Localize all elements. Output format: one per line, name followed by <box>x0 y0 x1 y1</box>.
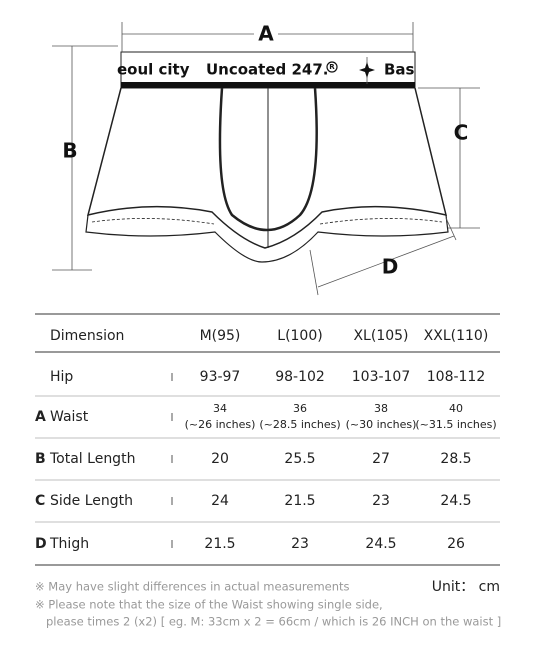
cell: 93-97 <box>200 369 241 385</box>
waistband-mark: R <box>329 63 335 71</box>
row-name: Thigh <box>49 536 89 552</box>
cell-sub: (~30 inches) <box>346 418 417 431</box>
cell: 34 <box>213 402 227 415</box>
cell: 26 <box>447 536 465 552</box>
row-name: Hip <box>50 369 73 385</box>
cell-sub: (~26 inches) <box>185 418 256 431</box>
cell: 103-107 <box>352 369 411 385</box>
cell: 38 <box>374 402 388 415</box>
label-a: A <box>258 22 274 46</box>
cell: 27 <box>372 451 390 467</box>
cell-sub: (~31.5 inches) <box>415 418 496 431</box>
cell: 28.5 <box>440 451 471 467</box>
note: ※ May have slight differences in actual … <box>35 580 350 594</box>
note: ※ Please note that the size of the Waist… <box>35 598 383 612</box>
cell: 21.5 <box>204 536 235 552</box>
cell: 20 <box>211 451 229 467</box>
label-c: C <box>454 121 469 145</box>
cell: 108-112 <box>427 369 486 385</box>
table: Dimension M(95) L(100) XL(105) XXL(110) Hip 93… <box>35 328 500 566</box>
waistband-text: Bas <box>384 61 415 79</box>
row-name: Waist <box>50 409 89 425</box>
garment-drawing <box>85 51 449 263</box>
row-letter: D <box>35 536 47 552</box>
header-cell: Dimension <box>50 328 124 344</box>
waistband-text: Uncoated 247. <box>206 61 329 79</box>
cell: 23 <box>291 536 309 552</box>
header-cell: XL(105) <box>353 328 408 344</box>
row-letter: B <box>35 451 46 467</box>
note: please times 2 (x2) [ eg. M: 33cm x 2 = … <box>46 615 501 629</box>
cell: 25.5 <box>284 451 315 467</box>
cell: 24 <box>211 493 229 509</box>
row-name: Total Length <box>49 451 135 467</box>
row-letter: C <box>35 493 45 509</box>
label-b: B <box>62 139 77 163</box>
cell: 23 <box>372 493 390 509</box>
cell: 21.5 <box>284 493 315 509</box>
labels: A B C D <box>62 22 468 279</box>
unit: Unit： cm <box>432 579 500 595</box>
row-name: Side Length <box>50 493 133 509</box>
header-cell: XXL(110) <box>424 328 489 344</box>
cell: 24.5 <box>365 536 396 552</box>
row-letter: A <box>35 409 46 425</box>
waistband-text: eoul city Uncoated 247. R Bas <box>117 61 415 79</box>
label-d: D <box>382 255 399 279</box>
dimension-lines <box>52 22 480 296</box>
cell: 40 <box>449 402 463 415</box>
waistband-text: eoul city <box>117 61 190 79</box>
header-cell: L(100) <box>277 328 322 344</box>
cell: 98-102 <box>275 369 325 385</box>
cell: 24.5 <box>440 493 471 509</box>
header-cell: M(95) <box>200 328 241 344</box>
cell: 36 <box>293 402 307 415</box>
cell-sub: (~28.5 inches) <box>259 418 340 431</box>
